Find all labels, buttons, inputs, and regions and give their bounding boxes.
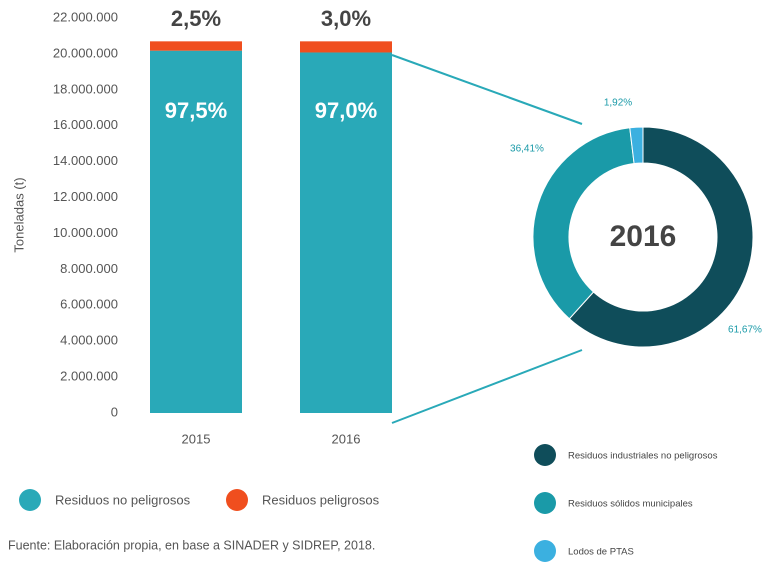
legend-label: Lodos de PTAS (568, 547, 634, 558)
y-tick-label: 16.000.000 (53, 117, 118, 132)
y-tick-label: 12.000.000 (53, 189, 118, 204)
donut-slice (629, 126, 644, 165)
y-tick-label: 4.000.000 (60, 333, 118, 348)
y-tick-label: 18.000.000 (53, 81, 118, 96)
legend-label: Residuos peligrosos (262, 492, 380, 507)
donut-center-label: 2016 (610, 220, 677, 253)
y-tick-label: 10.000.000 (53, 225, 118, 240)
legend-swatch (534, 444, 556, 466)
x-tick-label: 2015 (182, 431, 211, 446)
legend-label: Residuos no peligrosos (55, 492, 191, 507)
legend-label: Residuos industriales no peligrosos (568, 451, 718, 462)
slice-label: 1,92% (604, 98, 632, 109)
legend-swatch (19, 489, 41, 511)
bar-segment (300, 41, 392, 53)
y-tick-label: 22.000.000 (53, 9, 118, 24)
share-label: 2,5% (171, 6, 221, 31)
y-tick-label: 0 (111, 404, 118, 419)
slice-label: 61,67% (728, 325, 762, 336)
slice-label: 36,41% (510, 144, 544, 155)
x-tick-label: 2016 (332, 431, 361, 446)
source: Fuente: Elaboración propia, en base a SI… (8, 538, 375, 552)
share-label: 97,5% (165, 98, 227, 123)
share-label: 97,0% (315, 98, 377, 123)
share-label: 3,0% (321, 6, 371, 31)
y-tick-label: 14.000.000 (53, 153, 118, 168)
y-tick-label: 2.000.000 (60, 369, 118, 384)
legend-swatch (534, 540, 556, 562)
connector (391, 349, 583, 424)
legend-label: Residuos sólidos municipales (568, 499, 693, 510)
legend-swatch (534, 492, 556, 514)
bar-segment (150, 50, 242, 413)
y-tick-label: 8.000.000 (60, 261, 118, 276)
donut-slice (568, 126, 754, 348)
y-tick-label: 20.000.000 (53, 45, 118, 60)
bar-segment (150, 41, 242, 51)
donut-slice (532, 127, 635, 320)
connector (391, 54, 583, 125)
y-tick-label: 6.000.000 (60, 297, 118, 312)
legend-swatch (226, 489, 248, 511)
bar-segment (300, 52, 392, 414)
y-axis-label: Toneladas (t) (11, 177, 26, 252)
